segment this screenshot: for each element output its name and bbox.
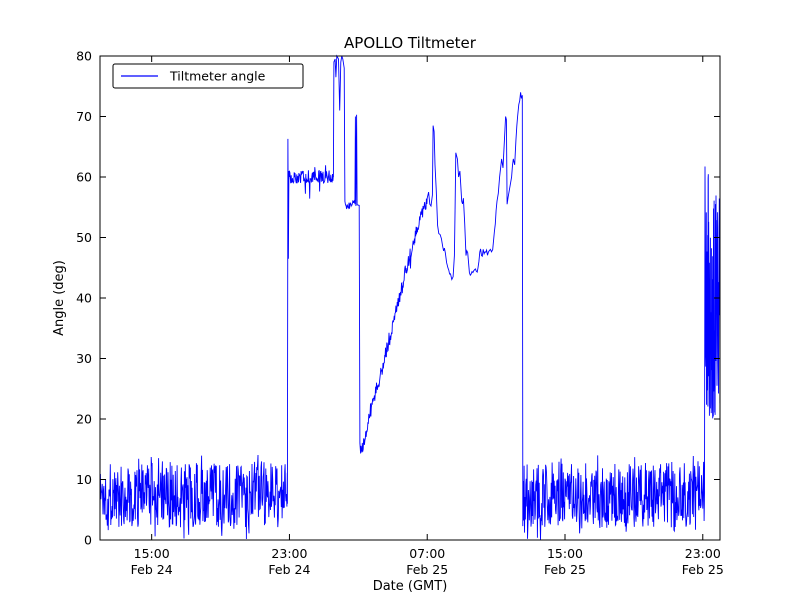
x-tick-date-label: Feb 25 — [406, 562, 448, 577]
legend-box — [112, 63, 304, 89]
y-tick-label: 60 — [76, 170, 92, 185]
x-tick-date-label: Feb 25 — [682, 562, 724, 577]
x-tick-time-label: 15:00 — [547, 546, 583, 561]
y-axis-label: Angle (deg) — [52, 260, 67, 336]
x-axis-label: Date (GMT) — [373, 579, 448, 594]
x-tick-time-label: 23:00 — [685, 546, 721, 561]
y-tick-label: 30 — [76, 351, 92, 366]
data-series — [99, 54, 721, 541]
chart-title: APOLLO Tiltmeter — [344, 34, 477, 52]
plot-area — [100, 56, 720, 540]
legend: Tiltmeter angle — [112, 63, 304, 89]
x-tick-date-label: Feb 24 — [131, 562, 173, 577]
legend-label: Tiltmeter angle — [169, 69, 266, 84]
y-tick-label: 40 — [76, 291, 92, 306]
x-tick-date-label: Feb 24 — [268, 562, 310, 577]
x-tick-time-label: 23:00 — [271, 546, 307, 561]
y-tick-label: 0 — [84, 533, 92, 548]
x-tick-time-label: 07:00 — [409, 546, 445, 561]
y-tick-label: 20 — [76, 412, 92, 427]
y-tick-label: 10 — [76, 472, 92, 487]
y-tick-label: 50 — [76, 230, 92, 245]
y-tick-label: 70 — [76, 109, 92, 124]
axes-frame — [99, 55, 721, 541]
tiltmeter-angle-line — [99, 54, 721, 541]
y-tick-label: 80 — [76, 49, 92, 64]
x-tick-date-label: Feb 25 — [544, 562, 586, 577]
x-tick-time-label: 15:00 — [134, 546, 170, 561]
